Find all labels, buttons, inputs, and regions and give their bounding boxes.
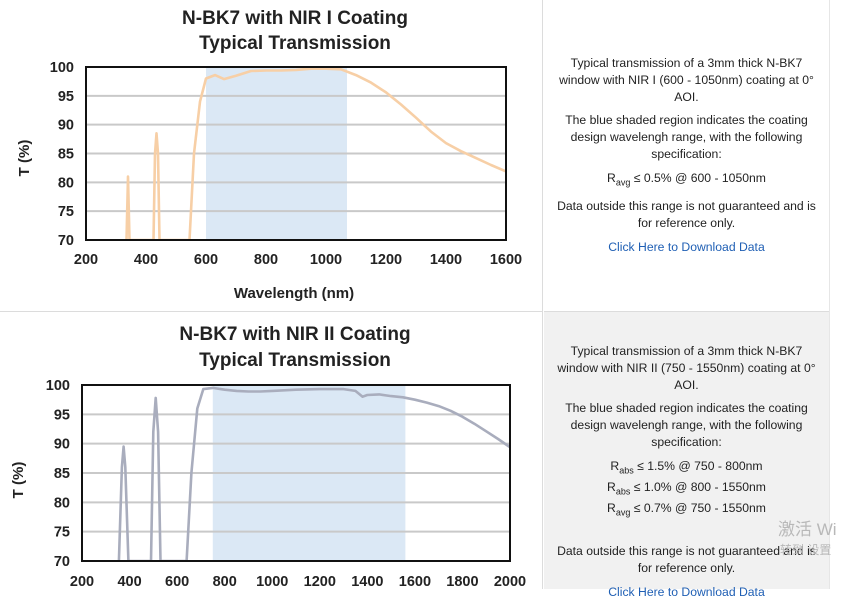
y-tick-label: 70 bbox=[54, 554, 70, 570]
y-tick-label: 75 bbox=[58, 204, 74, 220]
x-tick-label: 600 bbox=[165, 574, 189, 589]
chart-title-line2: Typical Transmission bbox=[199, 33, 391, 54]
description-p3: Data outside this range is not guarantee… bbox=[557, 199, 816, 230]
spec-text: ≤ 1.0% @ 800 - 1550nm bbox=[630, 480, 766, 495]
x-tick-label: 1000 bbox=[256, 574, 288, 589]
spec-sub: avg bbox=[615, 177, 631, 188]
x-tick-label: 400 bbox=[117, 574, 141, 589]
description-p1: Typical transmission of a 3mm thick N-BK… bbox=[559, 56, 814, 104]
x-tick-label: 1600 bbox=[399, 574, 431, 589]
transmission-curve bbox=[125, 67, 506, 240]
spec-sub: avg bbox=[615, 507, 631, 518]
x-tick-label: 400 bbox=[134, 252, 158, 268]
chart-title-line1: N-BK7 with NIR I Coating bbox=[182, 8, 408, 29]
os-activation-watermark: 激活 Wi bbox=[778, 520, 837, 539]
chart-title-line1: N-BK7 with NIR II Coating bbox=[179, 324, 410, 345]
spec-symbol: R bbox=[607, 501, 616, 516]
spec-line: Ravg ≤ 0.7% @ 750 - 1550nm bbox=[550, 500, 823, 521]
y-tick-label: 85 bbox=[54, 466, 70, 482]
chart-row-1: N-BK7 with NIR I Coating Typical Transmis… bbox=[0, 0, 829, 312]
y-tick-label: 100 bbox=[46, 378, 70, 394]
transmission-curve bbox=[117, 386, 510, 561]
description-p1: Typical transmission of a 3mm thick N-BK… bbox=[557, 344, 816, 392]
x-tick-label: 1000 bbox=[310, 252, 342, 268]
chart-panel-1: N-BK7 with NIR I Coating Typical Transmis… bbox=[0, 0, 543, 312]
y-tick-label: 80 bbox=[58, 175, 74, 191]
x-axis-label: Wavelength (nm) bbox=[234, 285, 354, 302]
y-axis-label: T (%) bbox=[16, 140, 33, 177]
chart-1: N-BK7 with NIR I Coating Typical Transmis… bbox=[16, 8, 522, 302]
os-activation-watermark-sub: 转到 设置 bbox=[780, 543, 832, 557]
spec-list: Rabs ≤ 1.5% @ 750 - 800nm Rabs ≤ 1.0% @ … bbox=[550, 458, 823, 522]
x-tick-label: 800 bbox=[254, 252, 278, 268]
x-tick-label: 1200 bbox=[304, 574, 336, 589]
spec-text: ≤ 0.5% @ 600 - 1050nm bbox=[630, 170, 766, 185]
x-tick-label: 800 bbox=[213, 574, 237, 589]
spec-line: Ravg ≤ 0.5% @ 600 - 1050nm bbox=[550, 170, 823, 191]
x-tick-label: 1400 bbox=[430, 252, 462, 268]
spec-symbol: R bbox=[610, 458, 620, 473]
spec-text: ≤ 1.5% @ 750 - 800nm bbox=[633, 458, 763, 473]
x-tick-label: 1800 bbox=[446, 574, 478, 589]
spec-text: ≤ 0.7% @ 750 - 1550nm bbox=[630, 501, 766, 516]
right-edge-strip bbox=[829, 0, 848, 589]
plot-frame bbox=[85, 66, 507, 241]
chart-title-line2: Typical Transmission bbox=[199, 350, 391, 371]
spec-sub: abs bbox=[615, 486, 631, 497]
spec-list: Ravg ≤ 0.5% @ 600 - 1050nm bbox=[550, 170, 823, 191]
x-tick-label: 600 bbox=[194, 252, 218, 268]
description-p2: The blue shaded region indicates the coa… bbox=[565, 113, 808, 161]
x-tick-label: 200 bbox=[74, 252, 98, 268]
y-tick-label: 85 bbox=[58, 147, 74, 163]
y-tick-label: 75 bbox=[54, 525, 70, 541]
y-tick-label: 90 bbox=[54, 437, 70, 453]
x-tick-label: 2000 bbox=[494, 574, 526, 589]
x-tick-label: 1600 bbox=[490, 252, 522, 268]
plot-frame bbox=[81, 384, 511, 562]
description-p3: Data outside this range is not guarantee… bbox=[557, 544, 816, 576]
spec-symbol: R bbox=[607, 170, 616, 185]
chart-panel-2: N-BK7 with NIR II Coating Typical Transmi… bbox=[0, 312, 543, 589]
x-tick-label: 1200 bbox=[370, 252, 402, 268]
y-tick-label: 95 bbox=[58, 89, 74, 105]
chart-row-2: N-BK7 with NIR II Coating Typical Transmi… bbox=[0, 312, 848, 599]
y-tick-label: 95 bbox=[54, 407, 70, 423]
y-tick-label: 100 bbox=[50, 60, 74, 76]
spec-line: Rabs ≤ 1.0% @ 800 - 1550nm bbox=[550, 479, 823, 500]
x-tick-label: 1400 bbox=[351, 574, 383, 589]
chart-2: N-BK7 with NIR II Coating Typical Transmi… bbox=[10, 324, 526, 589]
y-axis-label: T (%) bbox=[10, 462, 27, 499]
download-data-link[interactable]: Click Here to Download Data bbox=[608, 239, 765, 254]
x-tick-label: 200 bbox=[70, 574, 94, 589]
y-tick-label: 80 bbox=[54, 495, 70, 511]
spec-line: Rabs ≤ 1.5% @ 750 - 800nm bbox=[550, 458, 823, 479]
description-p2: The blue shaded region indicates the coa… bbox=[565, 401, 808, 449]
description-panel-1: Typical transmission of a 3mm thick N-BK… bbox=[544, 0, 829, 312]
description-panel-2: Typical transmission of a 3mm thick N-BK… bbox=[544, 312, 829, 599]
y-tick-label: 90 bbox=[58, 118, 74, 134]
spec-sub: abs bbox=[619, 465, 634, 476]
download-data-link[interactable]: Click Here to Download Data bbox=[608, 585, 765, 600]
y-tick-label: 70 bbox=[58, 233, 74, 249]
spec-symbol: R bbox=[607, 480, 616, 495]
